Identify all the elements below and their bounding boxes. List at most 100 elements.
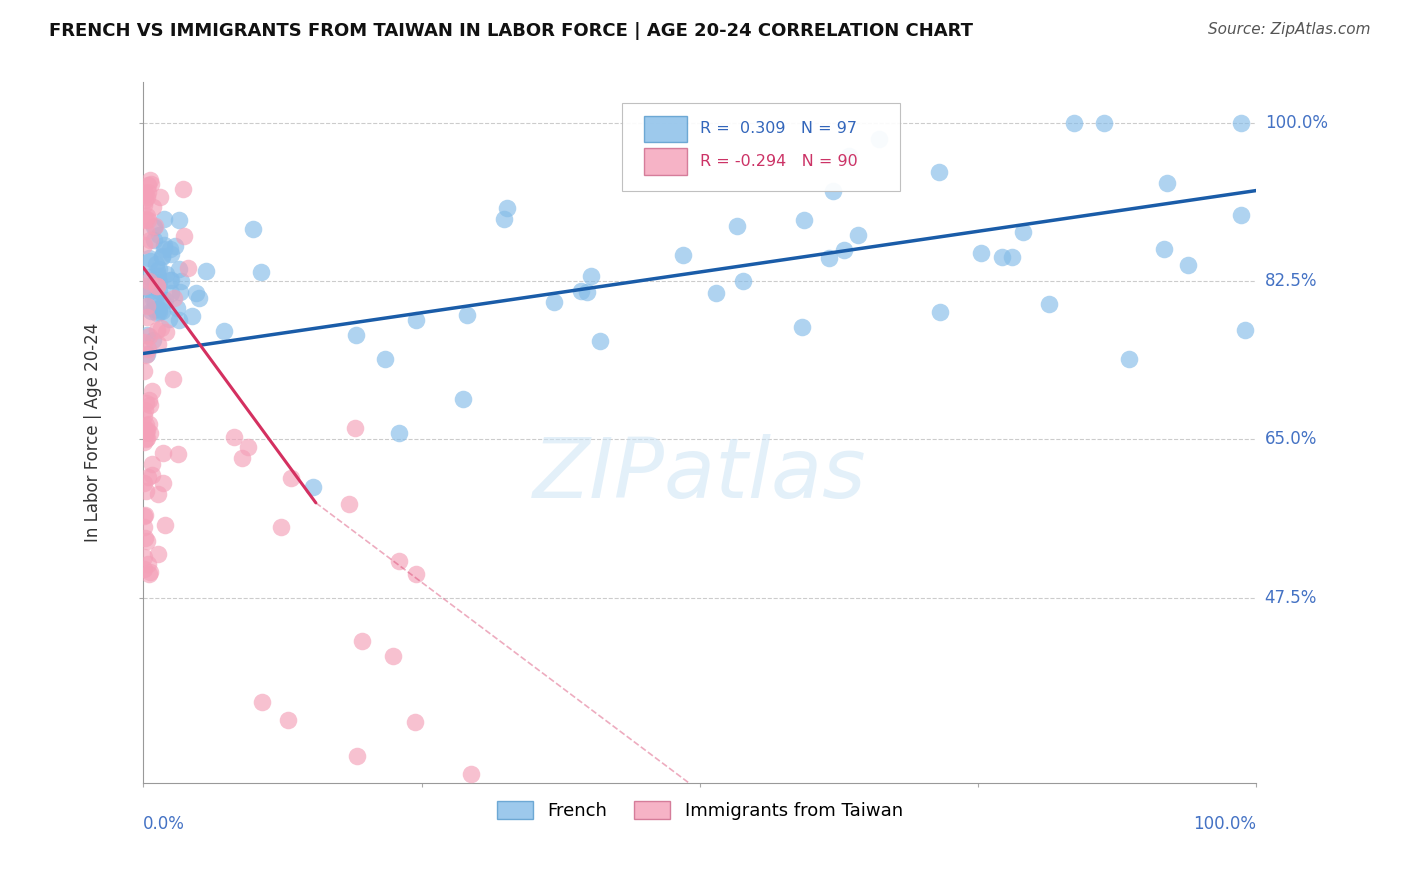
Point [589, 334, 612, 349]
Point [135, 327, 157, 342]
Point [138, 329, 160, 343]
Text: R =  0.309   N = 97: R = 0.309 N = 97 [700, 121, 856, 136]
Point [382, 648, 405, 663]
Point [141, 178, 163, 192]
Point [222, 429, 245, 443]
Point [404, 715, 426, 730]
Point [134, 508, 156, 522]
Point [155, 293, 177, 308]
Point [350, 633, 373, 648]
Point [302, 480, 325, 494]
Point [928, 165, 950, 179]
Point [139, 398, 162, 412]
Point [146, 306, 169, 320]
Point [405, 312, 427, 326]
Point [135, 426, 157, 441]
Text: 100.0%: 100.0% [1265, 113, 1327, 132]
Point [159, 242, 181, 256]
Point [135, 533, 157, 548]
Point [146, 279, 169, 293]
Point [134, 279, 156, 293]
Point [146, 264, 169, 278]
Point [141, 304, 163, 318]
Point [136, 558, 159, 572]
Text: Source: ZipAtlas.com: Source: ZipAtlas.com [1208, 22, 1371, 37]
Point [142, 233, 165, 247]
FancyBboxPatch shape [644, 148, 686, 175]
Point [142, 301, 165, 316]
Point [132, 476, 155, 491]
Point [1118, 351, 1140, 366]
Point [132, 520, 155, 534]
Point [136, 431, 159, 445]
Point [405, 567, 427, 582]
Point [792, 320, 814, 334]
Point [169, 274, 191, 288]
Point [173, 229, 195, 244]
Point [132, 549, 155, 564]
Text: 0.0%: 0.0% [143, 815, 186, 833]
Point [150, 303, 173, 318]
Point [1230, 115, 1253, 129]
Point [132, 435, 155, 450]
Point [139, 172, 162, 186]
Text: 100.0%: 100.0% [1194, 815, 1257, 833]
Point [143, 275, 166, 289]
Text: ZIPatlas: ZIPatlas [533, 434, 866, 516]
Point [343, 421, 366, 435]
Point [194, 264, 217, 278]
Point [134, 298, 156, 312]
Point [991, 250, 1014, 264]
Point [344, 328, 367, 343]
Point [143, 294, 166, 309]
Point [571, 284, 593, 298]
Point [136, 209, 159, 223]
Point [134, 194, 156, 208]
Point [135, 224, 157, 238]
Point [181, 310, 204, 324]
Point [1038, 297, 1060, 311]
Point [148, 228, 170, 243]
Point [346, 748, 368, 763]
Point [1177, 258, 1199, 272]
Text: In Labor Force | Age 20-24: In Labor Force | Age 20-24 [84, 323, 103, 542]
Point [138, 565, 160, 579]
Point [387, 425, 409, 440]
Point [460, 767, 482, 781]
Point [165, 239, 187, 253]
Point [135, 423, 157, 437]
Point [172, 182, 194, 196]
Point [138, 425, 160, 440]
Point [149, 189, 172, 203]
Text: FRENCH VS IMMIGRANTS FROM TAIWAN IN LABOR FORCE | AGE 20-24 CORRELATION CHART: FRENCH VS IMMIGRANTS FROM TAIWAN IN LABO… [49, 22, 973, 40]
Point [136, 190, 159, 204]
Point [142, 333, 165, 347]
Point [821, 185, 844, 199]
Text: R = -0.294   N = 90: R = -0.294 N = 90 [700, 153, 858, 169]
Point [135, 299, 157, 313]
Point [132, 409, 155, 424]
Point [148, 275, 170, 289]
Point [236, 440, 259, 454]
Point [176, 260, 198, 275]
Point [136, 186, 159, 200]
Point [141, 468, 163, 483]
Point [252, 695, 274, 709]
Point [242, 221, 264, 235]
Point [135, 396, 157, 410]
Text: 82.5%: 82.5% [1265, 272, 1317, 290]
Legend: French, Immigrants from Taiwan: French, Immigrants from Taiwan [489, 793, 910, 827]
Point [155, 326, 177, 340]
Point [135, 484, 157, 499]
FancyBboxPatch shape [621, 103, 900, 191]
Point [153, 211, 176, 226]
Point [148, 305, 170, 319]
Point [672, 248, 695, 262]
Point [576, 285, 599, 300]
Point [136, 469, 159, 483]
Point [231, 450, 253, 465]
Point [134, 561, 156, 575]
Point [134, 212, 156, 227]
Point [838, 149, 860, 163]
Point [138, 566, 160, 581]
